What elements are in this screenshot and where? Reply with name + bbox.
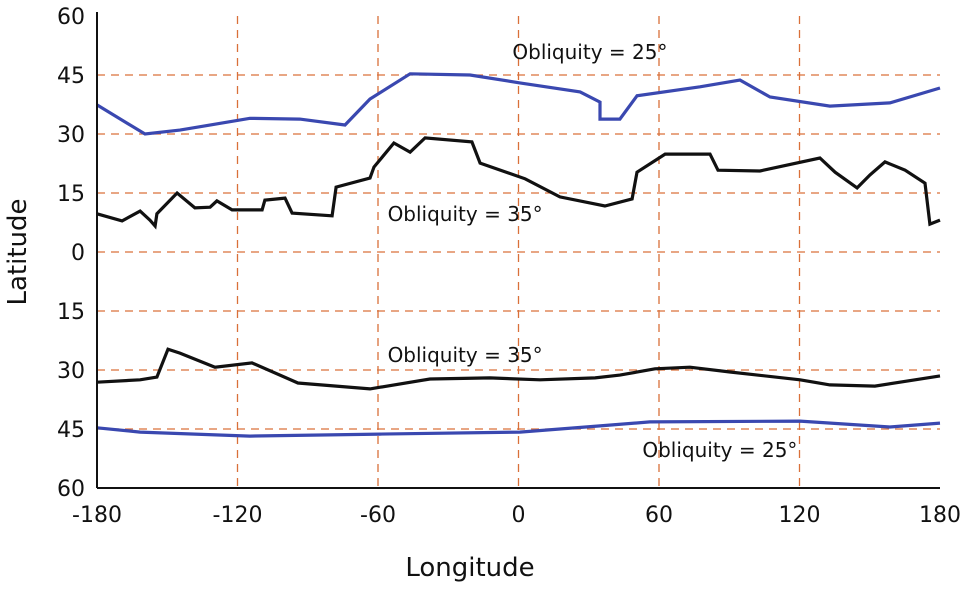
y-tick-label: 15: [57, 182, 85, 207]
y-tick-label: 30: [57, 359, 85, 384]
series-line-3: [96, 347, 941, 391]
x-tick-label: -180: [72, 503, 122, 528]
x-tick-label: -60: [360, 503, 396, 528]
series-line-1: [96, 72, 941, 136]
x-tick-label: 60: [645, 503, 673, 528]
x-tick-label: 0: [512, 503, 526, 528]
annotation-label: Obliquity = 25°: [642, 438, 797, 462]
y-tick-label: 30: [57, 123, 85, 148]
axes: -180 -120 -60 0 60 120 180 60 45 30 15 0 15 30 45 60: [57, 5, 961, 528]
annotation-label: Obliquity = 35°: [388, 202, 543, 226]
y-axis-label: Latitude: [3, 198, 33, 305]
annotation-label: Obliquity = 25°: [512, 40, 667, 64]
y-tick-label: 45: [57, 418, 85, 443]
series-line-4: [96, 419, 941, 438]
y-tick-label: 45: [57, 64, 85, 89]
y-tick-label: 60: [57, 477, 85, 502]
x-tick-label: -120: [213, 503, 263, 528]
x-tick-label: 120: [779, 503, 821, 528]
annotations: Obliquity = 25° Obliquity = 35° Obliquity …: [388, 40, 798, 462]
x-axis-label: Longitude: [405, 553, 534, 583]
x-tick-label: 180: [919, 503, 961, 528]
gridlines: [97, 16, 940, 488]
annotation-label: Obliquity = 35°: [388, 343, 543, 367]
y-tick-label: 0: [71, 241, 85, 266]
series-lines: [96, 72, 941, 438]
y-tick-label: 15: [57, 300, 85, 325]
series-line-2: [96, 136, 941, 230]
y-tick-label: 60: [57, 5, 85, 30]
